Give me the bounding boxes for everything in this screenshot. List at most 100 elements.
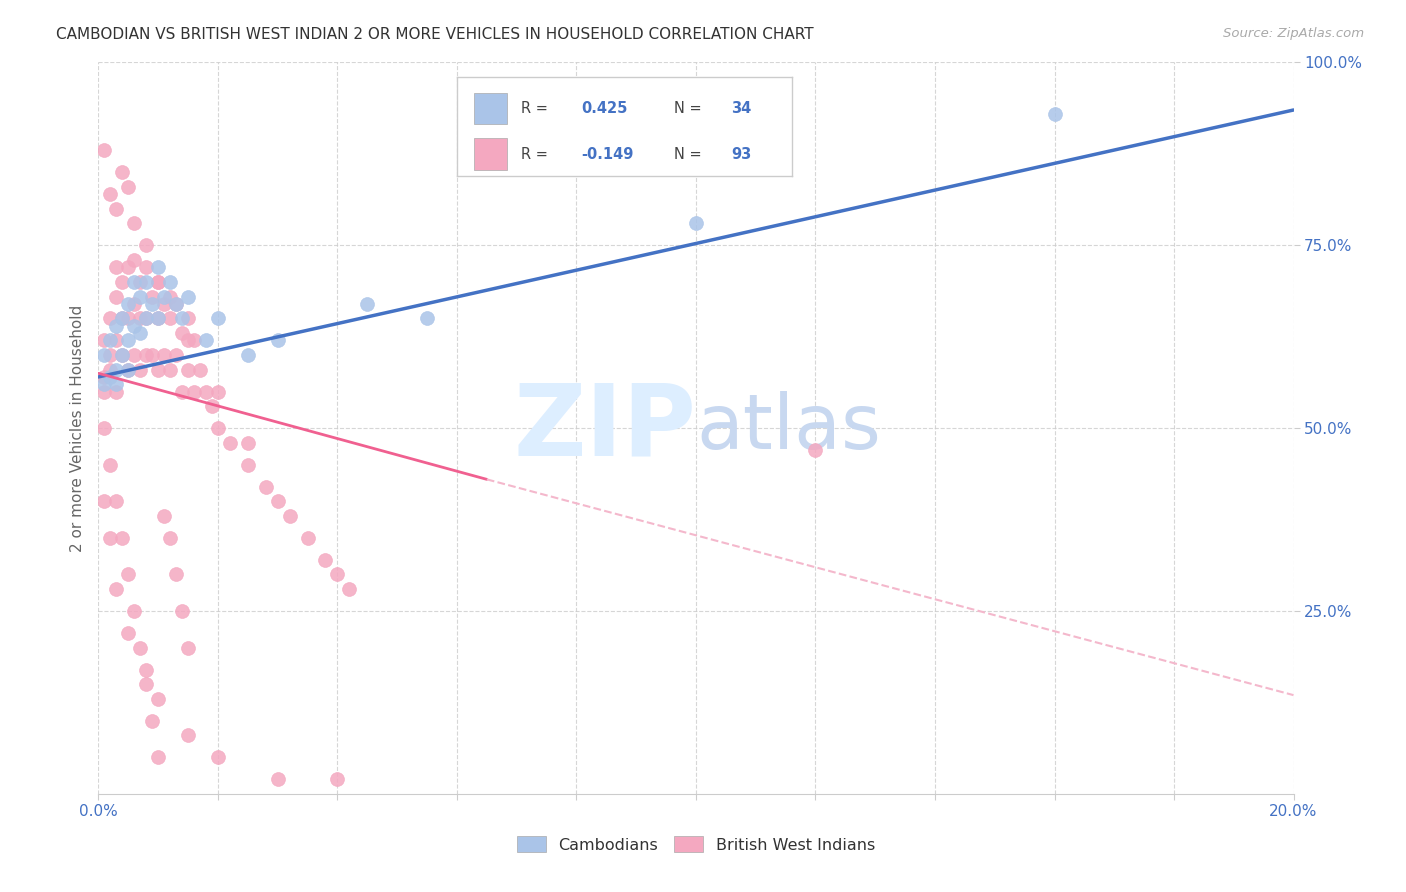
Point [135, 311, 157, 326]
Point [159, 275, 181, 289]
Point [326, 772, 349, 787]
Point [111, 348, 134, 362]
Point [98, 334, 122, 348]
Point [98, 348, 122, 362]
Point [135, 260, 157, 275]
Point [159, 362, 181, 376]
Point [105, 494, 128, 508]
Point [195, 334, 218, 348]
Point [98, 187, 122, 202]
Point [129, 326, 152, 340]
Point [105, 362, 128, 376]
Text: atlas: atlas [696, 392, 880, 465]
Point [124, 252, 146, 267]
Point [129, 362, 152, 376]
Point [93, 334, 115, 348]
Legend: Cambodians, British West Indians: Cambodians, British West Indians [510, 830, 882, 859]
Point [111, 165, 134, 179]
Point [267, 494, 290, 508]
Point [195, 384, 218, 399]
Point [416, 311, 439, 326]
Point [111, 348, 134, 362]
Text: CAMBODIAN VS BRITISH WEST INDIAN 2 OR MORE VEHICLES IN HOUSEHOLD CORRELATION CHA: CAMBODIAN VS BRITISH WEST INDIAN 2 OR MO… [56, 27, 814, 42]
Text: Source: ZipAtlas.com: Source: ZipAtlas.com [1223, 27, 1364, 40]
Point [129, 289, 152, 303]
Point [177, 311, 200, 326]
Point [183, 384, 205, 399]
Point [117, 362, 139, 376]
Point [141, 289, 163, 303]
Point [315, 553, 337, 567]
Point [129, 275, 152, 289]
Point [124, 275, 146, 289]
Point [236, 458, 259, 472]
Point [172, 311, 194, 326]
Point [141, 714, 163, 728]
Point [207, 384, 229, 399]
Point [165, 297, 187, 311]
Point [98, 362, 122, 376]
Point [105, 289, 128, 303]
Point [148, 275, 170, 289]
Text: ZIP: ZIP [513, 380, 696, 476]
Point [148, 260, 170, 275]
Point [148, 691, 170, 706]
Point [135, 275, 157, 289]
Point [117, 179, 139, 194]
Point [111, 311, 134, 326]
Point [219, 435, 242, 450]
Point [148, 311, 170, 326]
Point [267, 334, 290, 348]
Point [117, 567, 139, 582]
Point [98, 311, 122, 326]
Point [172, 384, 194, 399]
Point [172, 326, 194, 340]
Point [148, 275, 170, 289]
Point [124, 297, 146, 311]
Point [201, 399, 224, 413]
Point [98, 370, 122, 384]
Point [177, 728, 200, 742]
Y-axis label: 2 or more Vehicles in Household: 2 or more Vehicles in Household [69, 304, 84, 552]
Point [111, 275, 134, 289]
Point [339, 582, 361, 596]
Point [124, 216, 146, 230]
Point [105, 318, 128, 333]
Point [159, 311, 181, 326]
Point [165, 297, 187, 311]
Point [326, 567, 349, 582]
Point [254, 480, 277, 494]
Point [98, 531, 122, 545]
Point [135, 238, 157, 252]
Point [105, 202, 128, 216]
Point [105, 377, 128, 392]
Point [236, 435, 259, 450]
Point [124, 604, 146, 618]
Point [93, 377, 115, 392]
Point [1043, 106, 1066, 120]
Point [117, 297, 139, 311]
Point [267, 772, 290, 787]
Point [188, 362, 211, 376]
Point [135, 677, 157, 691]
Point [93, 494, 115, 508]
Point [148, 750, 170, 764]
Point [135, 663, 157, 677]
Point [207, 311, 229, 326]
Point [141, 348, 163, 362]
Point [93, 384, 115, 399]
Point [153, 508, 176, 523]
Point [93, 421, 115, 435]
Point [105, 260, 128, 275]
Point [93, 143, 115, 157]
Point [356, 297, 378, 311]
Point [105, 582, 128, 596]
Point [177, 289, 200, 303]
Point [111, 531, 134, 545]
Point [177, 334, 200, 348]
Point [105, 384, 128, 399]
Point [117, 334, 139, 348]
Point [135, 348, 157, 362]
Point [111, 311, 134, 326]
Point [141, 297, 163, 311]
